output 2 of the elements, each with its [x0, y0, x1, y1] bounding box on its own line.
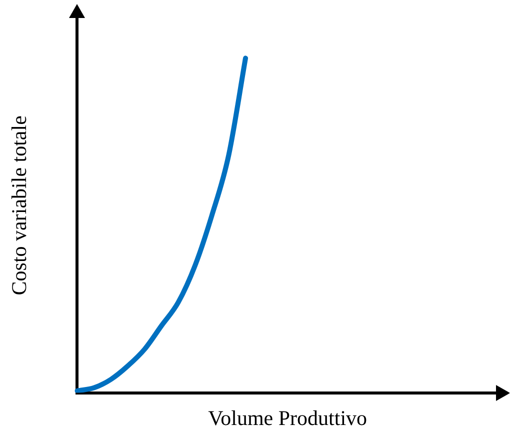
x-axis-title: Volume Produttivo: [208, 406, 368, 430]
y-axis-title: Costo variabile totale: [7, 116, 32, 296]
